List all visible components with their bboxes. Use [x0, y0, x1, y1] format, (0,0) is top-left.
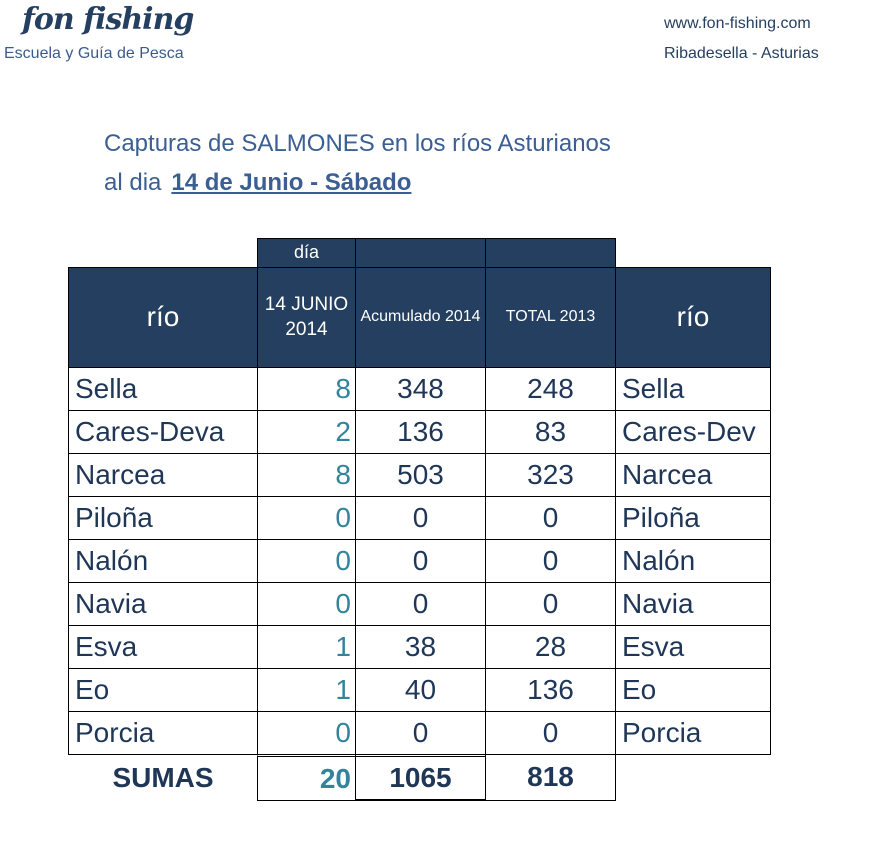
table-cell-acum: 0	[355, 539, 486, 583]
table-cell-total: 136	[485, 668, 616, 712]
table-cell-acum: 348	[355, 367, 486, 411]
table-cell-acum: 503	[355, 453, 486, 497]
table-cell-rio2: Cares-Dev	[615, 410, 771, 454]
table-cell-dia: 0	[257, 582, 356, 626]
tagline: Escuela y Guía de Pesca	[4, 45, 184, 62]
table-cell-rio: Nalón	[68, 539, 258, 583]
table-cell-total: 0	[485, 582, 616, 626]
total-acum: 1065	[355, 754, 486, 801]
logo: fon fishing	[22, 2, 194, 37]
table-cell-dia: 1	[257, 668, 356, 712]
header-blank	[355, 238, 486, 268]
table-cell-dia: 1	[257, 625, 356, 669]
table-cell-acum: 38	[355, 625, 486, 669]
page-subtitle: al dia 14 de Junio - Sábado	[104, 169, 411, 197]
table-cell-dia: 0	[257, 496, 356, 540]
date: 14 de Junio - Sábado	[171, 169, 412, 196]
table-cell-rio2: Sella	[615, 367, 771, 411]
table-cell-acum: 0	[355, 496, 486, 540]
total-2013: 818	[485, 754, 616, 801]
table-cell-acum: 0	[355, 711, 486, 755]
table-cell-total: 323	[485, 453, 616, 497]
table-cell-dia: 2	[257, 410, 356, 454]
table-cell-rio: Narcea	[68, 453, 258, 497]
header-day-label: día	[257, 238, 356, 268]
header-blank	[485, 238, 616, 268]
table-cell-rio2: Eo	[615, 668, 771, 712]
table-cell-rio: Esva	[68, 625, 258, 669]
column-header: Acumulado 2014	[355, 267, 486, 368]
table-cell-total: 28	[485, 625, 616, 669]
table-cell-total: 0	[485, 539, 616, 583]
table-cell-rio2: Esva	[615, 625, 771, 669]
table-cell-total: 0	[485, 496, 616, 540]
table-cell-rio: Sella	[68, 367, 258, 411]
table-cell-acum: 40	[355, 668, 486, 712]
page-title: Capturas de SALMONES en los ríos Asturia…	[104, 130, 611, 157]
table-cell-rio2: Nalón	[615, 539, 771, 583]
website: www.fon-fishing.com	[664, 15, 811, 32]
table-cell-rio2: Piloña	[615, 496, 771, 540]
table-cell-total: 248	[485, 367, 616, 411]
table-cell-rio: Piloña	[68, 496, 258, 540]
table-cell-rio: Porcia	[68, 711, 258, 755]
table-cell-dia: 8	[257, 453, 356, 497]
column-header: río	[68, 267, 258, 368]
table-cell-dia: 0	[257, 539, 356, 583]
column-header: 14 JUNIO 2014	[257, 267, 356, 368]
date-prefix: al dia	[104, 169, 162, 196]
table-cell-rio: Cares-Deva	[68, 410, 258, 454]
column-header: río	[615, 267, 771, 368]
column-header: TOTAL 2013	[485, 267, 616, 368]
table-cell-rio2: Navia	[615, 582, 771, 626]
table-cell-acum: 136	[355, 410, 486, 454]
table-cell-rio: Eo	[68, 668, 258, 712]
table-cell-total: 0	[485, 711, 616, 755]
table-cell-dia: 0	[257, 711, 356, 755]
table-cell-dia: 8	[257, 367, 356, 411]
totals-label: SUMAS	[112, 761, 214, 793]
table-cell-acum: 0	[355, 582, 486, 626]
table-cell-total: 83	[485, 410, 616, 454]
location: Ribadesella - Asturias	[664, 45, 819, 62]
total-dia: 20	[257, 754, 356, 801]
table-cell-rio2: Narcea	[615, 453, 771, 497]
table-cell-rio2: Porcia	[615, 711, 771, 755]
table-cell-rio: Navia	[68, 582, 258, 626]
